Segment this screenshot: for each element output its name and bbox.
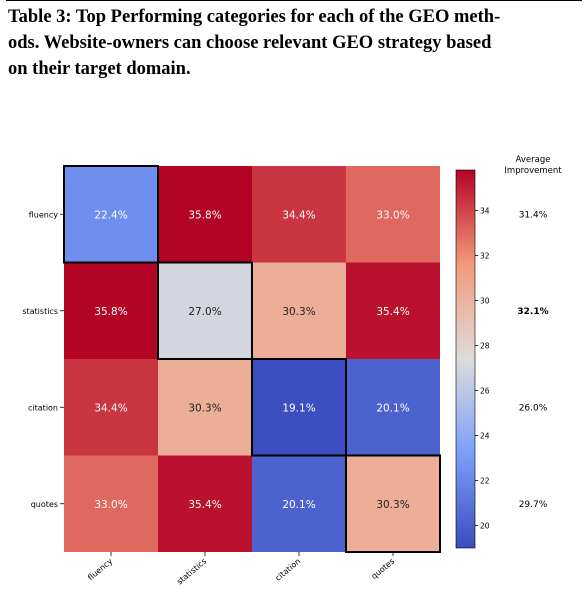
heatmap-cell-r3-c3: [346, 455, 440, 552]
heatmap-cell-r1-c3: [346, 262, 440, 359]
cell-label-r0-c2: 34.4%: [282, 209, 315, 221]
row-label-statistics: statistics: [22, 307, 58, 316]
heatmap-cell-r2-c2: [252, 359, 346, 456]
caption-line-2: ods. Website-owners can choose relevant …: [8, 33, 492, 53]
avg-title-line-2: Improvement: [504, 166, 562, 176]
colorbar-gradient: [455, 169, 476, 549]
row-labels: fluency statistics citation quotes: [22, 210, 64, 509]
colorbar-tick-label-22: 22: [480, 477, 490, 486]
column-label-citation: citation: [274, 557, 303, 583]
column-labels: fluency statistics citation quotes: [86, 552, 396, 586]
heatmap-cell-r2-c0: [64, 359, 158, 456]
cell-label-r3-c1: 35.4%: [188, 499, 221, 511]
column-label-quotes: quotes: [370, 557, 397, 581]
heatmap-cell-r3-c2: [252, 455, 346, 552]
heatmap-cell-r0-c2: [252, 166, 346, 263]
heatmap-cell-r1-c1: [158, 262, 252, 359]
avg-value-statistics: 32.1%: [517, 307, 548, 317]
row-label-fluency: fluency: [29, 210, 59, 219]
cell-label-r2-c1: 30.3%: [188, 402, 221, 414]
colorbar-tick-label-34: 34: [480, 207, 490, 216]
heatmap-cell-r2-c3: [346, 359, 440, 456]
heatmap-cell-r0-c0: [64, 166, 158, 263]
highlight-cell-r2-c2: [251, 358, 347, 457]
row-label-quotes: quotes: [31, 500, 58, 509]
heatmap-cell-r0-c3: [346, 166, 440, 263]
top-rule: [6, 0, 582, 1]
colorbar-ticks: 20 22 24 26 28 30 32 34: [475, 207, 490, 531]
heatmap-cell-r1-c0: [64, 262, 158, 359]
heatmap-cell-r3-c1: [158, 455, 252, 552]
heatmap-cell-r0-c1: [158, 166, 252, 263]
cell-label-r1-c0: 35.8%: [94, 306, 127, 318]
cell-label-r3-c0: 33.0%: [94, 499, 127, 511]
colorbar-tick-label-24: 24: [480, 432, 490, 441]
caption-line-1: Table 3: Top Performing categories for e…: [8, 7, 501, 27]
cell-label-r1-c3: 35.4%: [376, 306, 409, 318]
column-label-statistics: statistics: [175, 557, 208, 587]
avg-value-fluency: 31.4%: [519, 210, 548, 220]
cell-label-r3-c3: 30.3%: [376, 499, 409, 511]
cell-label-r1-c2: 30.3%: [282, 306, 315, 318]
avg-title-line-1: Average: [516, 155, 551, 165]
colorbar-tick-label-26: 26: [480, 387, 490, 396]
cell-label-r2-c2: 19.1%: [282, 402, 315, 414]
cell-label-r3-c2: 20.1%: [282, 499, 315, 511]
colorbar-tick-label-30: 30: [480, 297, 490, 306]
caption-line-3: on their target domain.: [8, 59, 191, 79]
colorbar-tick-label-28: 28: [480, 342, 490, 351]
colorbar-tick-label-20: 20: [480, 522, 490, 531]
colorbar-tick-label-32: 32: [480, 252, 490, 261]
cell-label-r2-c0: 34.4%: [94, 402, 127, 414]
cell-label-r0-c3: 33.0%: [376, 209, 409, 221]
heatmap-cell-r2-c1: [158, 359, 252, 456]
colorbar: 20 22 24 26 28 30 32 34: [455, 169, 490, 549]
average-improvement-column: Average Improvement 31.4% 32.1% 26.0% 29.7%: [504, 155, 562, 510]
cell-label-r2-c3: 20.1%: [376, 402, 409, 414]
avg-value-citation: 26.0%: [519, 403, 548, 413]
cell-label-r0-c1: 35.8%: [188, 209, 221, 221]
table-caption: Table 3: Top Performing categories for e…: [8, 4, 584, 82]
cell-label-r0-c0: 22.4%: [94, 209, 127, 221]
cell-label-r1-c1: 27.0%: [188, 306, 221, 318]
row-label-citation: citation: [28, 403, 58, 412]
avg-value-quotes: 29.7%: [519, 500, 548, 510]
heatmap-cell-r1-c2: [252, 262, 346, 359]
highlight-borders: [63, 165, 441, 553]
column-label-fluency: fluency: [86, 556, 114, 582]
heatmap-cell-r3-c0: [64, 455, 158, 552]
highlight-cell-r1-c1: [157, 261, 253, 360]
heatmap-cells: 22.4% 35.8% 34.4% 33.0% 35.8% 27.0% 30.3% 35.4%…: [64, 166, 440, 552]
